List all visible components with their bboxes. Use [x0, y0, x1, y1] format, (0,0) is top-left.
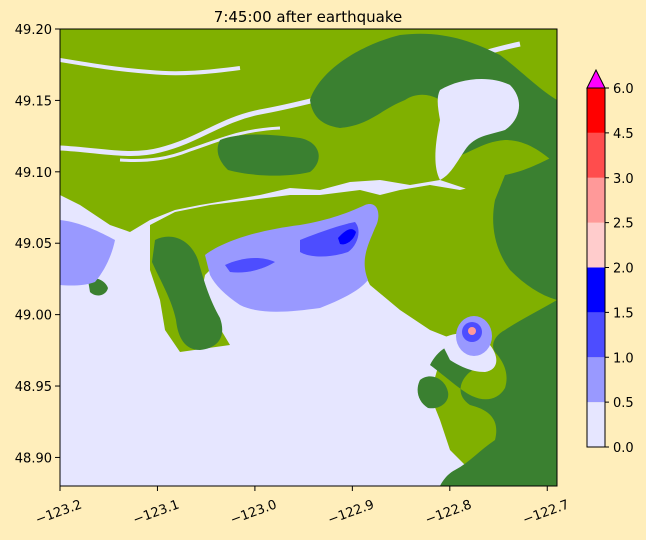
y-tick-label: 48.95 — [15, 380, 52, 395]
colorbar-segment — [587, 177, 605, 223]
y-tick-label: 48.90 — [15, 451, 52, 466]
inner-bay-water — [435, 78, 520, 180]
colorbar-segment — [587, 88, 605, 133]
x-axis: −123.2 −123.1 −123.0 −122.9 −122.8 −122.7 — [34, 486, 571, 528]
y-tick-label: 49.05 — [15, 237, 52, 252]
flood-zone-mid-west — [225, 258, 275, 273]
colorbar-segment — [587, 357, 605, 403]
plot-title: 7:45:00 after earthquake — [214, 8, 402, 26]
colorbar-segment — [587, 222, 605, 268]
x-tick-label: −123.1 — [131, 497, 181, 528]
y-tick-label: 49.15 — [15, 94, 52, 109]
upland-southwest-bay — [417, 376, 449, 409]
colorbar-tick-label: 0.5 — [613, 396, 634, 411]
flood-zone-deep — [338, 229, 356, 245]
map-area — [60, 29, 557, 486]
upland-central — [217, 134, 319, 176]
colorbar-segment — [587, 402, 605, 447]
colorbar-tick-label: 3.0 — [613, 172, 634, 187]
colorbar-tick-label: 6.0 — [613, 82, 634, 97]
upland-peninsula — [152, 236, 223, 350]
y-tick-label: 49.20 — [15, 23, 52, 38]
colorbar-segment — [587, 312, 605, 358]
x-tick-label: −123.2 — [34, 497, 84, 528]
x-tick-label: −122.7 — [521, 497, 571, 528]
colorbar-tick-label: 2.5 — [613, 217, 634, 232]
harbour-flood-hotspot — [468, 327, 476, 335]
colorbar-tick-label: 2.0 — [613, 262, 634, 277]
flood-zone-west — [60, 220, 115, 286]
y-tick-label: 49.10 — [15, 166, 52, 181]
colorbar-segment — [587, 267, 605, 313]
y-tick-label: 49.00 — [15, 309, 52, 324]
upland-east — [493, 155, 557, 300]
colorbar-extend-arrow — [586, 68, 606, 89]
flood-zone-mid — [300, 222, 359, 257]
colorbar-segment — [587, 132, 605, 178]
river-channel-north — [60, 58, 241, 76]
x-tick-label: −122.8 — [423, 497, 473, 528]
colorbar-tick-label: 4.5 — [613, 127, 634, 142]
x-tick-label: −123.0 — [229, 497, 279, 528]
y-axis: 49.20 49.15 49.10 49.05 49.00 48.95 48.90 — [15, 23, 60, 466]
river-channel-lower — [119, 126, 281, 162]
x-tick-label: −122.9 — [326, 497, 376, 528]
lowland-south — [150, 175, 557, 486]
colorbar-tick-label: 1.5 — [613, 306, 634, 321]
colorbar-tick-label: 0.0 — [613, 441, 634, 456]
colorbar-tick-label: 1.0 — [613, 351, 634, 366]
colorbar: 0.0 0.5 1.0 1.5 2.0 2.5 3.0 4.5 6.0 — [586, 68, 634, 456]
axes-frame — [59, 28, 558, 487]
